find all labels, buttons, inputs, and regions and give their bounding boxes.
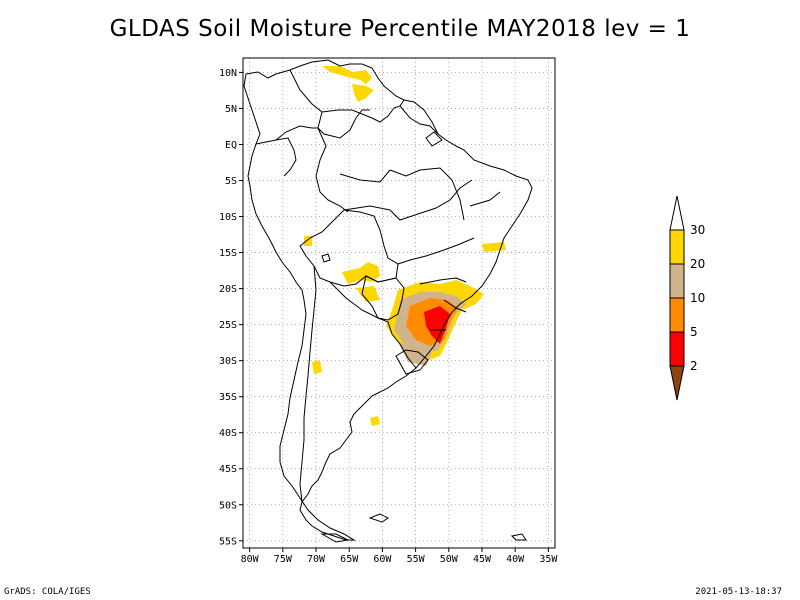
graticule	[243, 58, 555, 548]
country-borders	[243, 59, 533, 543]
lat-tick-label: 5N	[225, 104, 237, 115]
shade-north-yellow	[322, 66, 372, 84]
plot-frame	[242, 57, 556, 549]
lon-tick-label: 60W	[373, 554, 392, 565]
shade-west-yellow	[312, 360, 322, 374]
lon-tick-label: 80W	[241, 554, 260, 565]
colorbar-swatch	[669, 263, 685, 299]
longitude-tick-labels: 80W 75W 70W 65W 60W 55W 50W 45W 40W 35W	[241, 548, 558, 565]
shade-north-yellow-2	[352, 84, 374, 102]
border-colombia-venezuela	[289, 69, 370, 139]
colorbar-swatch-bottom	[669, 365, 685, 401]
border-peru-brazil	[315, 127, 349, 213]
lon-tick-label: 65W	[340, 554, 359, 565]
continent-outline	[243, 59, 533, 541]
lon-tick-label: 70W	[307, 554, 326, 565]
colorbar-swatch	[669, 331, 685, 367]
shade-se-red	[424, 306, 450, 344]
latitude-tick-labels: 10N 5N EQ 5S 10S 15S 20S 25S 30S 35S 40S 45S 50S 55S	[219, 68, 243, 547]
border-paraguay	[361, 275, 405, 321]
border-colombia-peru	[275, 125, 318, 141]
colorbar-swatch	[669, 297, 685, 333]
colorbar-label: 5	[690, 325, 698, 339]
border-brazil-states	[339, 167, 501, 331]
lat-tick-label: 35S	[219, 392, 237, 403]
colorbar-label: 10	[690, 291, 705, 305]
shade-center-yellow-2	[356, 286, 380, 302]
border-uruguay	[395, 349, 429, 375]
lon-tick-label: 55W	[407, 554, 426, 565]
falklands	[368, 513, 389, 523]
colorbar-label: 2	[690, 359, 698, 373]
map-title: GLDAS Soil Moisture Percentile MAY2018 l…	[109, 16, 691, 42]
colorbar: 30 20 10 5 2	[669, 195, 705, 401]
ne-islands	[510, 533, 527, 541]
border-ecuador-peru	[255, 137, 297, 177]
marajo-island	[425, 131, 443, 147]
colorbar-swatch	[669, 229, 685, 265]
lon-tick-label: 50W	[440, 554, 459, 565]
lake-titicaca	[321, 253, 331, 263]
shade-uy-tan	[398, 342, 432, 366]
border-argentina-chile	[299, 265, 317, 503]
lat-tick-label: 50S	[219, 500, 237, 511]
footer-timestamp: 2021-05-13-18:37	[695, 587, 782, 597]
border-guyanas	[399, 105, 439, 135]
lat-tick-label: 40S	[219, 428, 237, 439]
lon-tick-label: 40W	[506, 554, 525, 565]
border-argentina-east	[329, 281, 417, 369]
colorbar-label: 30	[690, 223, 705, 237]
border-venezuela-brazil	[321, 99, 405, 123]
colorbar-label: 20	[690, 257, 705, 271]
colorbar-swatch-top	[669, 195, 685, 231]
lat-tick-label: 30S	[219, 356, 237, 367]
lat-tick-label: 10S	[219, 212, 237, 223]
lat-tick-label: EQ	[225, 140, 237, 151]
shade-patag-yellow	[370, 416, 380, 426]
lat-tick-label: 5S	[225, 176, 237, 187]
lon-tick-label: 75W	[274, 554, 293, 565]
lat-tick-label: 20S	[219, 284, 237, 295]
lat-tick-label: 25S	[219, 320, 237, 331]
tierra-del-fuego	[320, 533, 350, 543]
lon-tick-label: 35W	[539, 554, 558, 565]
lat-tick-label: 10N	[219, 68, 237, 79]
lon-tick-label: 45W	[473, 554, 492, 565]
lat-tick-label: 15S	[219, 248, 237, 259]
lat-tick-label: 55S	[219, 536, 237, 547]
lat-tick-label: 45S	[219, 464, 237, 475]
footer-credit: GrADS: COLA/IGES	[4, 587, 91, 597]
